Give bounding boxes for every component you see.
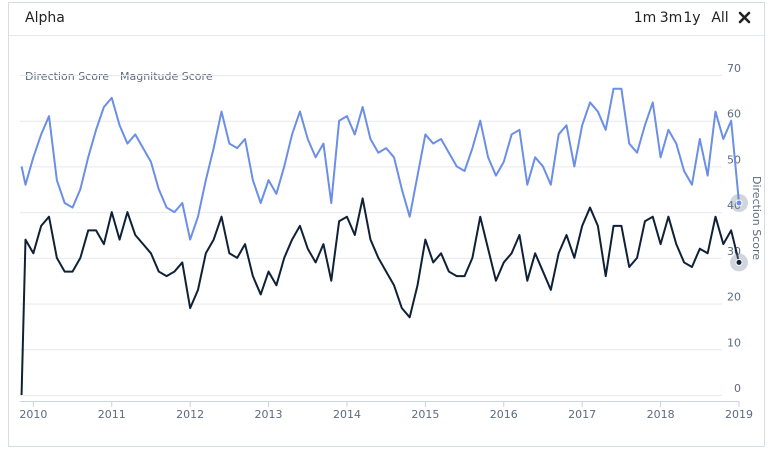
x-tick-label: 2011 xyxy=(98,408,126,421)
y-tick-label: 10 xyxy=(727,336,741,349)
x-tick-label: 2016 xyxy=(490,408,518,421)
x-tick-label: 2010 xyxy=(19,408,47,421)
x-tick-label: 2012 xyxy=(176,408,204,421)
end-marker xyxy=(735,199,743,207)
x-tick-label: 2013 xyxy=(255,408,283,421)
range-button[interactable]: 3m xyxy=(660,10,683,26)
series-line xyxy=(20,87,740,241)
panel-title: Alpha xyxy=(25,10,65,26)
close-button[interactable] xyxy=(738,11,751,24)
x-tick-label: 2018 xyxy=(647,408,675,421)
legend-item[interactable]: Magnitude Score xyxy=(120,70,213,83)
x-tick-label: 2014 xyxy=(333,408,361,421)
range-button[interactable]: 1y xyxy=(683,10,700,26)
range-button[interactable]: All xyxy=(711,10,728,26)
x-tick-label: 2019 xyxy=(725,408,753,421)
y-tick-label: 0 xyxy=(734,382,741,395)
y-tick-label: 20 xyxy=(727,291,741,304)
y-axis-title: Direction Score xyxy=(750,176,763,260)
x-tick-label: 2015 xyxy=(411,408,439,421)
y-tick-label: 60 xyxy=(727,108,741,121)
x-tick-label: 2017 xyxy=(568,408,596,421)
range-button[interactable]: 1m xyxy=(634,10,657,26)
legend-item[interactable]: Direction Score xyxy=(25,70,109,83)
panel-border xyxy=(8,2,765,447)
end-marker xyxy=(735,258,743,266)
y-tick-label: 70 xyxy=(727,62,741,75)
series-line xyxy=(20,197,740,396)
